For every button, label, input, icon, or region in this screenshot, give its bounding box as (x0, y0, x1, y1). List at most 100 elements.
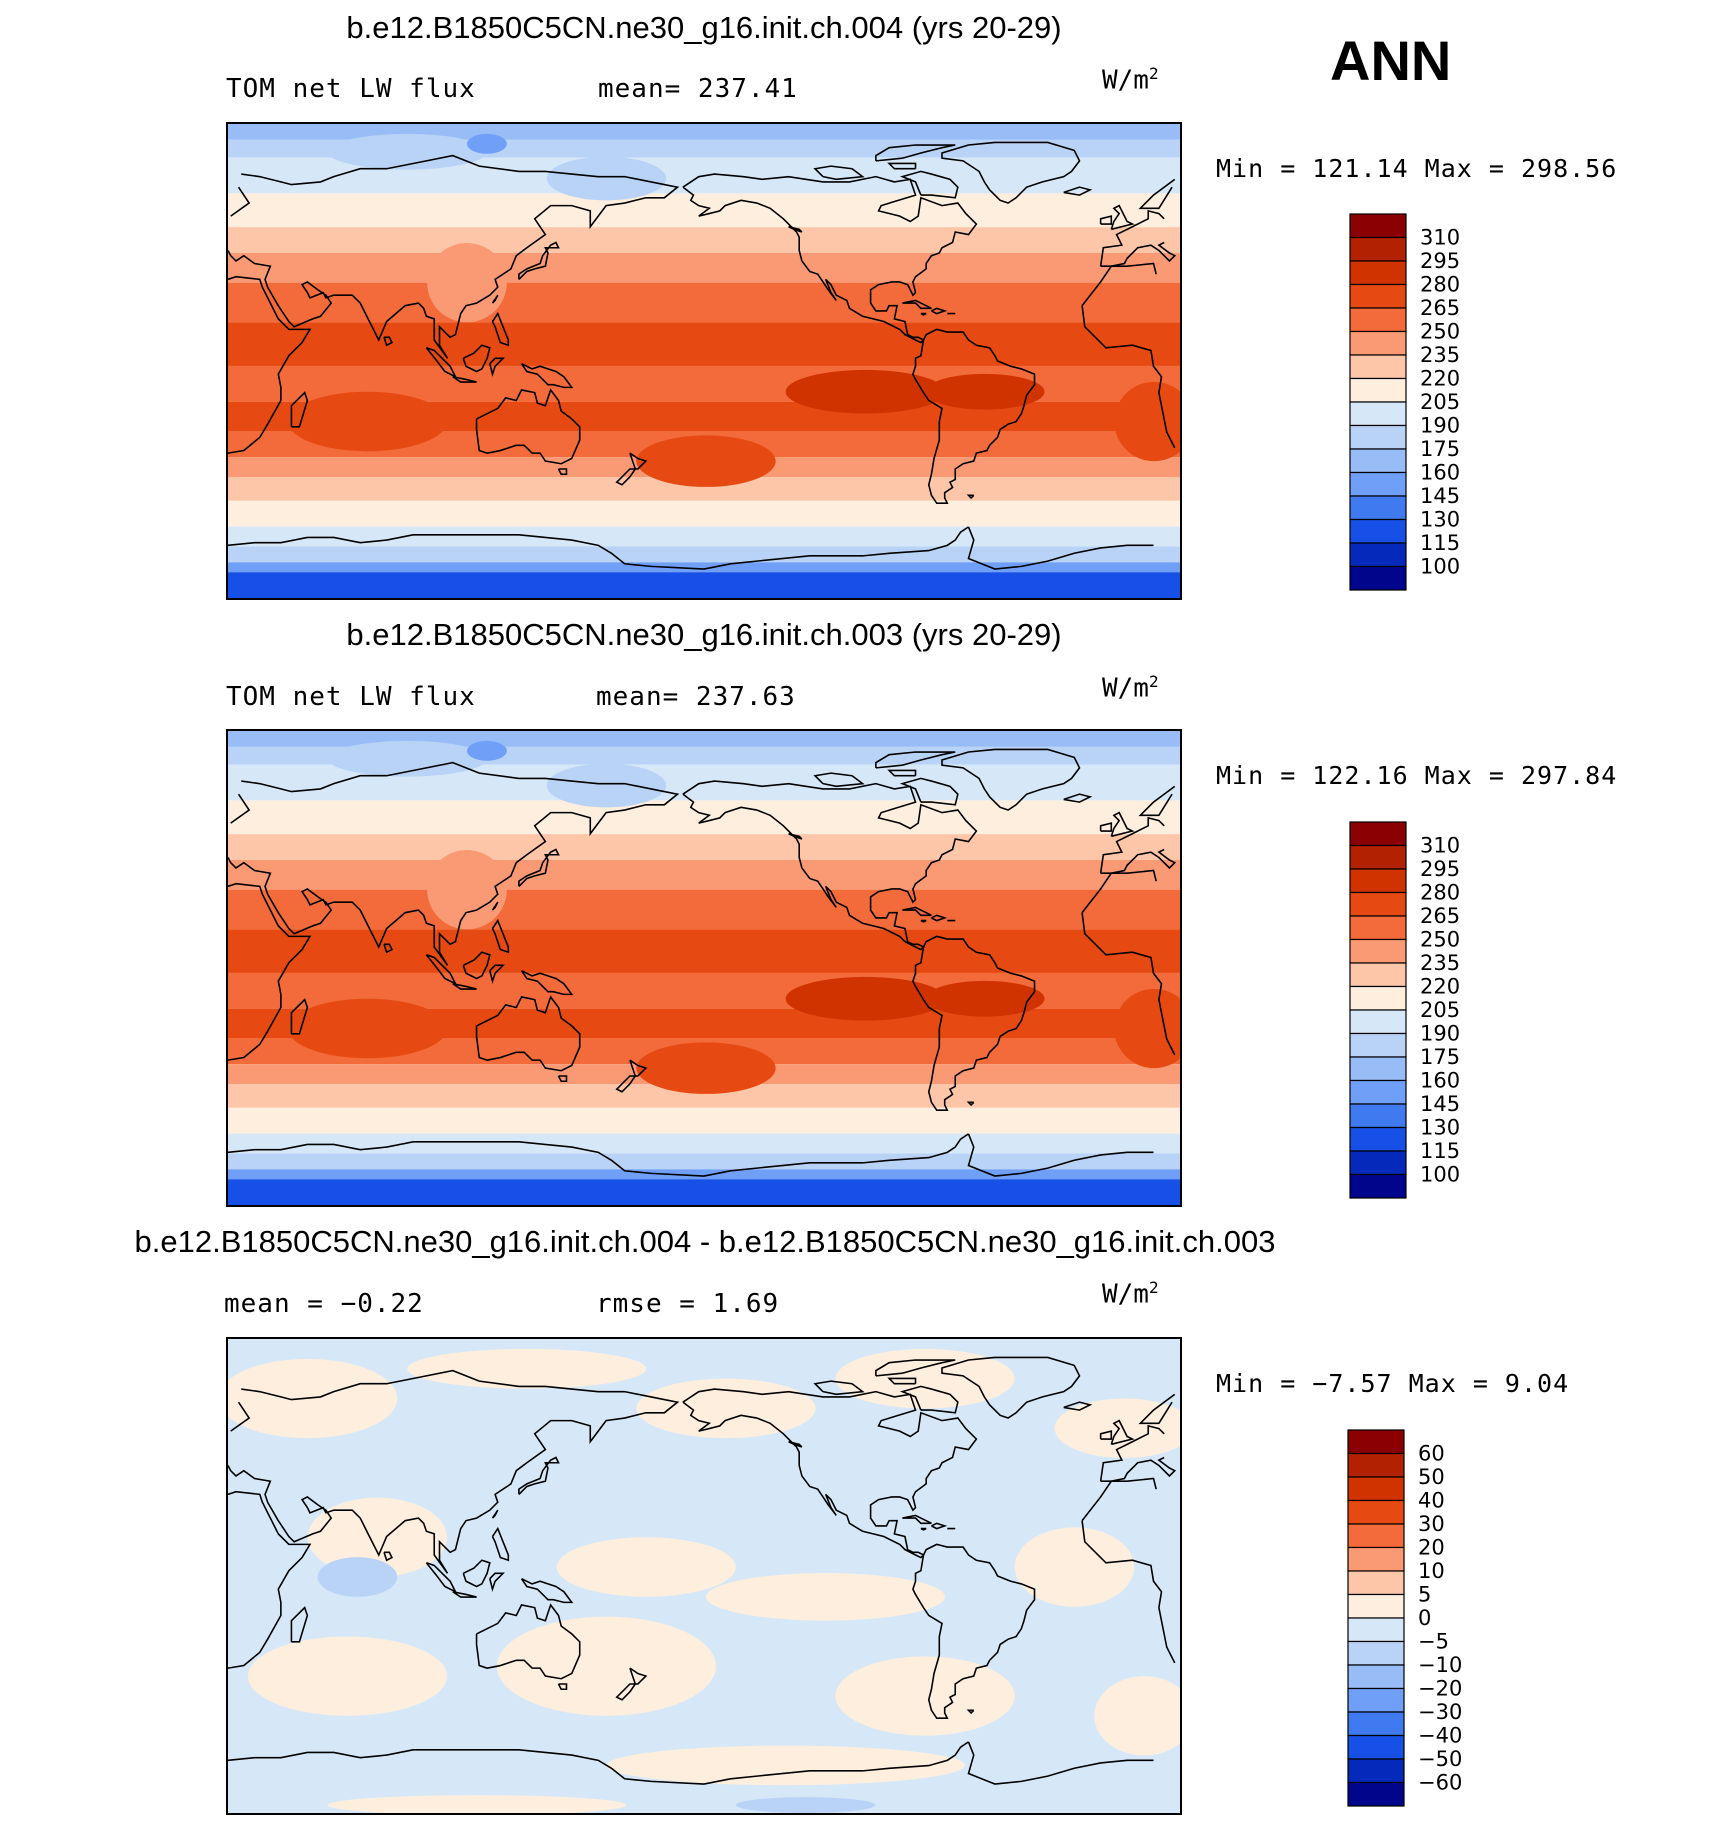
coastline (1099, 816, 1165, 874)
coastline (615, 1667, 648, 1701)
coastline (887, 1377, 917, 1385)
coastline (491, 901, 499, 911)
coastline (228, 882, 312, 1061)
colorbar-swatch (1347, 1640, 1405, 1666)
colorbar-tick-label: 310 (1420, 834, 1460, 858)
coastline (941, 1356, 1081, 1419)
panel-2-map (226, 729, 1182, 1207)
coastline (290, 998, 309, 1035)
colorbar-tick-label: 100 (1420, 1163, 1460, 1187)
field-anomaly (287, 391, 448, 452)
colorbar-tick-label: 100 (1420, 555, 1460, 579)
coastline (520, 1577, 574, 1604)
colorbar-tick-label: 220 (1420, 975, 1460, 999)
colorbar-swatch (1349, 1126, 1407, 1152)
field-anomaly (1114, 381, 1180, 462)
colorbar-swatch (1347, 1781, 1405, 1807)
colorbar-swatch (1349, 1150, 1407, 1176)
panel-2-mean-label: mean= 237.63 (596, 682, 796, 712)
colorbar-swatch (1349, 1032, 1407, 1058)
field-band (228, 193, 1180, 228)
colorbar-tick-label: 295 (1420, 857, 1460, 881)
colorbar-tick-label: −50 (1418, 1747, 1462, 1771)
field-band (228, 227, 1180, 253)
coastline (518, 241, 560, 280)
coastline (1100, 1456, 1177, 1482)
colorbar-tick-label: −30 (1418, 1700, 1462, 1724)
field-anomaly (636, 1378, 816, 1439)
colorbar-tick-label: 235 (1420, 951, 1460, 975)
coastline (462, 344, 491, 373)
coastline (228, 526, 969, 570)
coastline (228, 761, 680, 966)
coastline (1110, 204, 1135, 231)
panel-2-minmax: Min = 122.16 Max = 297.84 (1216, 761, 1618, 790)
colorbar-swatch (1347, 1429, 1405, 1455)
coastline (462, 1559, 491, 1588)
colorbar-swatch (1349, 260, 1407, 286)
colorbar-swatch (1347, 1570, 1405, 1596)
coastline (966, 494, 975, 500)
coastline (941, 141, 1081, 204)
field-band (228, 1169, 1180, 1180)
field-anomaly (785, 976, 945, 1021)
colorbar-tick-label: 145 (1420, 484, 1460, 508)
coastline (682, 1388, 978, 1559)
coastline (1081, 262, 1157, 307)
colorbar-tick-label: 145 (1420, 1092, 1460, 1116)
field-anomaly (636, 435, 776, 487)
colorbar-swatch (1349, 448, 1407, 474)
coastline (1081, 1520, 1176, 1664)
colorbar-swatch (1347, 1523, 1405, 1549)
field-anomaly (636, 1042, 776, 1094)
coastline (967, 1133, 1154, 1177)
coastline (912, 328, 1036, 504)
field-anomaly (317, 1557, 398, 1597)
panel-3-minmax: Min = −7.57 Max = 9.04 (1216, 1369, 1570, 1398)
field-anomaly (556, 1537, 736, 1597)
coastline (920, 1527, 927, 1531)
coastline (967, 526, 1154, 570)
field-band (228, 546, 1180, 563)
colorbar-swatch (1347, 1546, 1405, 1572)
coastline (1100, 241, 1177, 267)
coastline (452, 375, 477, 383)
field-anomaly (835, 1656, 1015, 1736)
colorbar-tick-label: 130 (1420, 508, 1460, 532)
field-anomaly (606, 1745, 965, 1786)
colorbar-swatch (1349, 1173, 1407, 1199)
colorbar-tick-label: 5 (1418, 1583, 1431, 1607)
field-band (228, 124, 1180, 140)
colorbar-tick-label: 115 (1420, 1139, 1460, 1163)
colorbar-tick-label: 220 (1420, 367, 1460, 391)
coastline (813, 165, 865, 181)
panel-2-title: b.e12.B1850C5CN.ne30_g16.init.ch.003 (yr… (346, 617, 1062, 652)
colorbar-swatch (1347, 1711, 1405, 1737)
coastline (899, 1385, 959, 1414)
colorbar-tick-label: −60 (1418, 1771, 1462, 1795)
field-anomaly (1114, 988, 1180, 1069)
field-anomaly (466, 133, 507, 154)
colorbar-tick-label: 205 (1420, 998, 1460, 1022)
coastline (475, 1603, 581, 1680)
colorbar-tick-label: 265 (1420, 904, 1460, 928)
field-band (228, 889, 1180, 930)
colorbar-swatch (1347, 1593, 1405, 1619)
field-band (228, 477, 1180, 501)
field-anomaly (925, 373, 1045, 410)
colorbar-tick-label: 160 (1420, 461, 1460, 485)
field-band (228, 526, 1180, 547)
colorbar-tick-label: 310 (1420, 226, 1460, 250)
field-anomaly (307, 1497, 448, 1577)
field-band (228, 859, 1180, 890)
panel-3-title: b.e12.B1850C5CN.ne30_g16.init.ch.004 - b… (134, 1224, 1276, 1259)
field-anomaly (496, 1616, 716, 1716)
coastline (682, 780, 978, 951)
coastline (902, 1514, 932, 1525)
coastline (899, 170, 959, 199)
coastline (1099, 215, 1113, 225)
panel-1-minmax: Min = 121.14 Max = 298.56 (1216, 154, 1618, 183)
colorbar-swatch (1349, 891, 1407, 917)
panel-1-mean-label: mean= 237.41 (598, 74, 798, 104)
coastline (475, 995, 581, 1072)
